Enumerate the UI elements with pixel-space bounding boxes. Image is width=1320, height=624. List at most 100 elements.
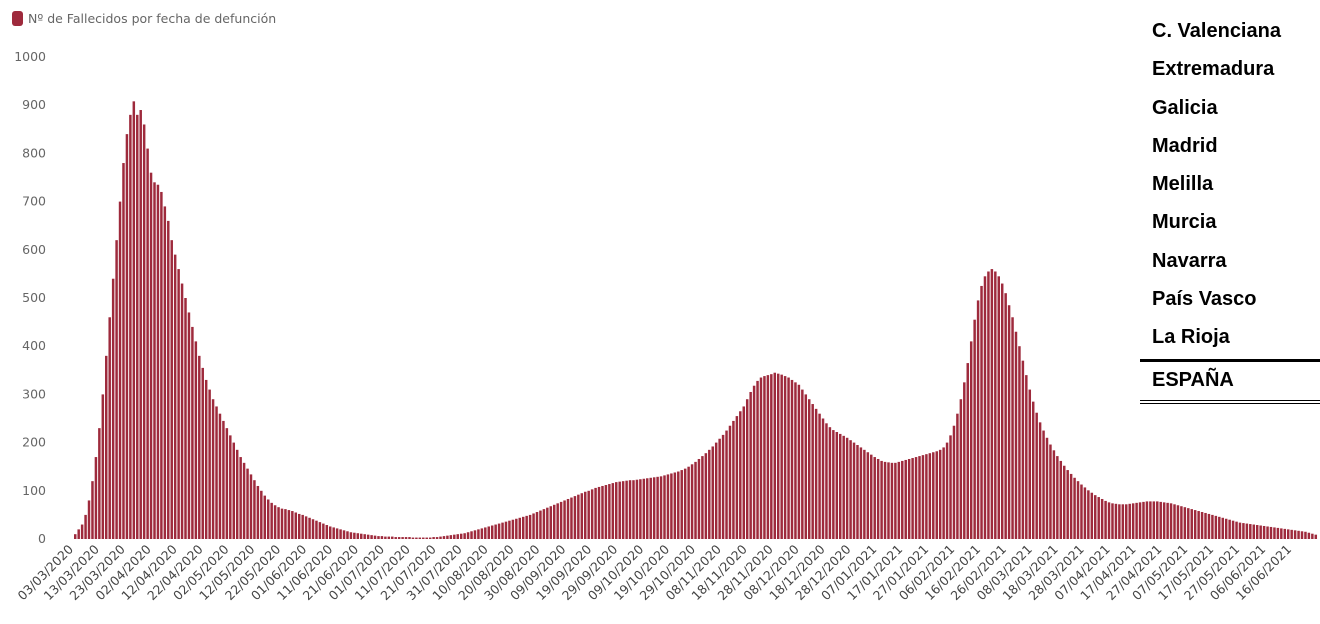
bar — [308, 517, 311, 539]
y-tick-label: 1000 — [14, 49, 46, 64]
bar — [1197, 511, 1200, 539]
bar — [849, 440, 852, 539]
bar — [1245, 523, 1249, 539]
bar — [959, 399, 963, 539]
bar — [1269, 526, 1273, 539]
bar — [1286, 529, 1290, 539]
bar — [442, 536, 446, 539]
bar — [122, 163, 125, 540]
region-item[interactable]: Galicia — [1152, 96, 1218, 119]
bar — [856, 445, 859, 539]
bar — [1080, 484, 1083, 539]
bar — [156, 184, 160, 540]
bar — [1193, 510, 1197, 539]
bar — [160, 191, 163, 539]
bar — [360, 533, 363, 539]
bar — [1211, 514, 1214, 539]
bar — [659, 476, 663, 539]
bar — [611, 483, 615, 539]
bar — [942, 447, 945, 539]
bar — [439, 536, 442, 539]
bar — [1162, 502, 1166, 539]
bar — [132, 101, 136, 539]
bar — [580, 493, 584, 539]
bar — [204, 379, 208, 539]
region-item[interactable]: La Rioja — [1152, 326, 1230, 349]
bar — [615, 482, 618, 539]
bar — [94, 457, 98, 539]
bar — [804, 394, 808, 539]
bar — [742, 406, 745, 539]
region-item-total[interactable]: ESPAÑA — [1140, 358, 1320, 404]
bar — [170, 240, 173, 539]
bar — [215, 406, 218, 539]
bar — [1138, 502, 1142, 539]
bar — [1049, 444, 1052, 539]
bar — [1297, 530, 1300, 539]
bar — [1169, 503, 1173, 539]
region-item[interactable]: Murcia — [1152, 211, 1217, 234]
region-item[interactable]: C. Valenciana — [1152, 20, 1281, 42]
bar — [415, 537, 418, 539]
bar — [673, 472, 677, 539]
bar — [690, 464, 694, 539]
bar — [363, 534, 366, 539]
bar — [1262, 525, 1266, 539]
bar — [198, 355, 201, 539]
bar — [735, 416, 739, 539]
bar — [1042, 430, 1045, 539]
bar — [752, 385, 756, 539]
bar — [711, 446, 714, 539]
bar — [528, 514, 532, 539]
bar — [549, 506, 553, 539]
bar — [680, 470, 683, 539]
bar — [539, 510, 542, 539]
bar — [663, 475, 666, 539]
bar — [332, 527, 335, 539]
bar — [463, 533, 466, 539]
bar — [1018, 346, 1021, 539]
bar — [987, 271, 990, 539]
region-item[interactable]: Extremadura — [1152, 58, 1275, 81]
bar — [318, 522, 322, 539]
bar — [370, 535, 373, 539]
bar — [397, 537, 401, 539]
bar — [1094, 495, 1097, 539]
bar — [973, 319, 976, 539]
bar — [1025, 375, 1028, 539]
bar — [1224, 518, 1228, 539]
bar — [1276, 527, 1280, 539]
region-item[interactable]: País Vasco — [1152, 288, 1257, 311]
bar — [342, 530, 346, 539]
bar — [1204, 512, 1207, 539]
bar — [373, 535, 377, 539]
bar — [146, 148, 149, 539]
bar — [1076, 481, 1080, 539]
bar — [1131, 503, 1135, 539]
bar — [1011, 317, 1014, 539]
bar — [835, 432, 839, 539]
region-item[interactable]: Navarra — [1152, 249, 1227, 272]
region-item[interactable]: Madrid — [1152, 134, 1218, 157]
bar — [428, 537, 432, 539]
bar — [1187, 508, 1190, 539]
bar — [346, 531, 349, 539]
bar — [587, 490, 590, 539]
region-item[interactable]: Melilla — [1152, 173, 1214, 196]
bar — [1121, 504, 1125, 539]
y-tick-label: 300 — [22, 386, 46, 401]
bar — [525, 515, 528, 539]
bar — [766, 375, 770, 539]
bar — [1014, 331, 1018, 539]
bar — [925, 454, 928, 539]
bar — [590, 489, 594, 539]
bar — [1135, 502, 1138, 539]
bar — [552, 504, 556, 539]
bar — [821, 418, 825, 539]
y-tick-label: 800 — [22, 145, 46, 160]
bar — [1056, 456, 1059, 539]
bar — [118, 201, 122, 539]
bar — [725, 430, 728, 539]
bar — [1300, 531, 1304, 539]
